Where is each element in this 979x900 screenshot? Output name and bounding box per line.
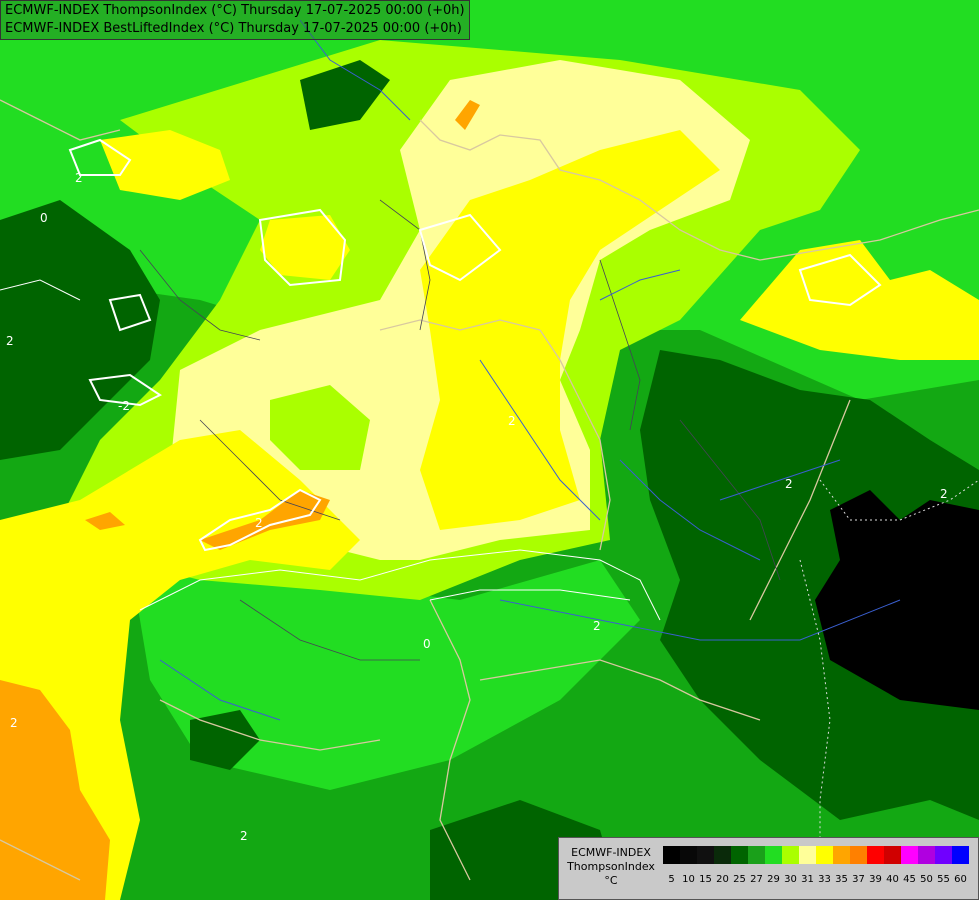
- legend-tick-label: 37: [852, 874, 865, 885]
- legend-swatch: [765, 846, 782, 864]
- region-boundaries: [139, 199, 781, 661]
- legend-tick-label: 25: [733, 874, 746, 885]
- contour-label: 2: [593, 619, 601, 633]
- legend-tick-label: 30: [784, 874, 797, 885]
- legend-tick-label: 35: [835, 874, 848, 885]
- legend-tick-label: 31: [801, 874, 814, 885]
- contour-label: 2: [508, 414, 516, 428]
- contour-label: 2: [940, 487, 948, 501]
- legend-tick-label: 27: [750, 874, 763, 885]
- country-borders: [0, 99, 979, 881]
- contour-label: 2: [240, 829, 248, 843]
- legend-swatch: [697, 846, 714, 864]
- region-black-east: [815, 490, 979, 710]
- region-dark-green-sw: [190, 710, 260, 770]
- legend-tick-label: 29: [767, 874, 780, 885]
- legend-swatch: [901, 846, 918, 864]
- contour-label: 0: [40, 211, 48, 225]
- legend-swatches: [663, 846, 969, 864]
- lifted-index-contours-thin: [0, 279, 661, 621]
- map-title-box: ECMWF-INDEX ThompsonIndex (°C) Thursday …: [0, 0, 470, 40]
- legend-tick-label: 5: [668, 874, 675, 885]
- region-yellow-north-1: [100, 130, 230, 200]
- region-dark-green-east: [640, 350, 979, 820]
- legend-swatch: [714, 846, 731, 864]
- region-bright-green-center: [130, 560, 640, 790]
- legend-swatch: [799, 846, 816, 864]
- legend-swatch: [884, 846, 901, 864]
- region-dark-green-north: [300, 60, 390, 130]
- legend-swatch: [816, 846, 833, 864]
- contour-label: 0: [423, 637, 431, 651]
- legend-tick-label: 45: [903, 874, 916, 885]
- contour-label: 2: [785, 477, 793, 491]
- contour-label: 2: [6, 334, 14, 348]
- legend-tick-label: 15: [699, 874, 712, 885]
- legend-tick-label: 60: [954, 874, 967, 885]
- legend-model: ECMWF-INDEX: [571, 846, 651, 859]
- region-yellow-north-2: [260, 215, 350, 280]
- region-orange-west: [85, 512, 125, 530]
- legend-tick-label: 33: [818, 874, 831, 885]
- legend-swatch: [867, 846, 884, 864]
- region-orange-north: [455, 100, 480, 130]
- legend-tick-label: 55: [937, 874, 950, 885]
- legend-label: ECMWF-INDEX ThompsonIndex °C: [563, 846, 659, 888]
- contour-label-layer: 2 2 -2 2 2 0 2 0 2 2 2 2: [6, 171, 948, 843]
- legend-swatch: [918, 846, 935, 864]
- contour-label: 2: [75, 171, 83, 185]
- legend-swatch: [850, 846, 867, 864]
- legend-ticks: 5 10 15 20 25 27 29 30 31 33 35 37 39 40 45 50 55 60: [663, 874, 969, 885]
- contour-label: 2: [255, 516, 263, 530]
- region-dark-green-west: [0, 200, 160, 460]
- legend-unit: °C: [604, 874, 618, 887]
- region-yellow-core: [420, 130, 720, 530]
- region-orange-sw: [0, 680, 110, 900]
- legend-swatch: [663, 846, 680, 864]
- region-yellow-west: [0, 430, 360, 900]
- legend-tick-label: 39: [869, 874, 882, 885]
- color-legend: ECMWF-INDEX ThompsonIndex °C 5 10 15 20 25 27…: [558, 837, 979, 900]
- legend-swatch: [782, 846, 799, 864]
- title-thompson-index: ECMWF-INDEX ThompsonIndex (°C) Thursday …: [5, 3, 465, 18]
- lifted-index-contours: [68, 138, 882, 552]
- legend-tick-label: 50: [920, 874, 933, 885]
- legend-swatch: [935, 846, 952, 864]
- legend-swatch: [680, 846, 697, 864]
- title-best-lifted-index: ECMWF-INDEX BestLiftedIndex (°C) Thursda…: [5, 21, 462, 36]
- rivers: [159, 19, 901, 721]
- legend-swatch: [833, 846, 850, 864]
- legend-tick-label: 40: [886, 874, 899, 885]
- legend-tick-label: 10: [682, 874, 695, 885]
- legend-variable: ThompsonIndex: [567, 860, 655, 873]
- legend-swatch: [952, 846, 969, 864]
- contour-label: -2: [118, 399, 130, 413]
- legend-tick-label: 20: [716, 874, 729, 885]
- lifted-index-dotted: [799, 479, 979, 880]
- region-orange-center: [200, 490, 330, 550]
- legend-swatch: [748, 846, 765, 864]
- region-green-patch: [270, 385, 370, 470]
- contour-label: 2: [10, 716, 18, 730]
- legend-swatch: [731, 846, 748, 864]
